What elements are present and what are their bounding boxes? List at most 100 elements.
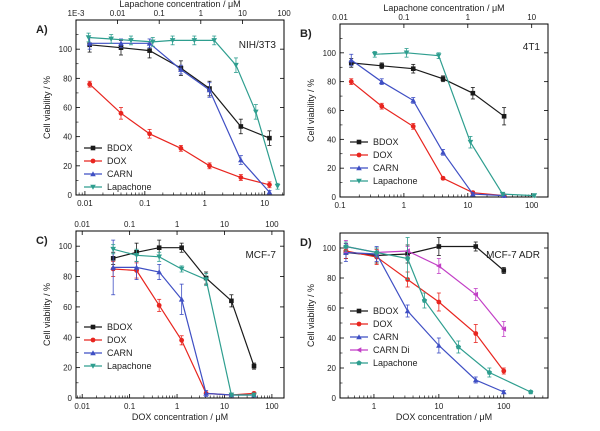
- series-line: [350, 81, 505, 197]
- x-tick-label: 100: [265, 402, 279, 411]
- x-tick-label: 0.1: [124, 402, 136, 411]
- data-point: [436, 263, 442, 269]
- y-tick-label: 40: [63, 333, 72, 342]
- cell-line-label: MCF-7 ADR: [486, 250, 540, 261]
- y-tick-label: 60: [327, 107, 336, 116]
- series-line: [113, 268, 255, 396]
- data-point: [410, 66, 416, 71]
- data-point: [343, 243, 349, 249]
- panel-label: B): [300, 28, 312, 40]
- x-axis-label: DOX concentration / μM: [132, 412, 228, 422]
- data-point: [118, 110, 124, 116]
- top-tick-label: 0.01: [74, 220, 90, 229]
- data-point: [149, 39, 156, 45]
- cell-line-label: NIH/3T3: [239, 40, 277, 51]
- plot-frame: [339, 23, 549, 198]
- y-tick-label: 100: [323, 49, 337, 58]
- data-point: [156, 269, 162, 275]
- legend-entry: CARN Di: [373, 345, 410, 355]
- legend: BDOX DOX CARN Lapachone: [84, 143, 152, 192]
- legend-entry: CARN: [107, 169, 133, 179]
- series-line: [374, 52, 535, 197]
- panel-1: 0 20 40 60 80 100 0.1 1 10 100 0.01 0.1 1 10 Cell viab…: [300, 3, 549, 210]
- data-point: [348, 79, 354, 85]
- top-axis-label: Lapachone concentration / μM: [383, 3, 504, 13]
- data-point: [473, 331, 479, 336]
- data-point: [238, 175, 244, 180]
- series-lapachone: [371, 48, 538, 199]
- panel-3: 0 20 40 60 80 100 1 10 100 Cell viability / % DOX …: [300, 232, 549, 422]
- panel-label: C): [36, 235, 48, 247]
- series-carn: [348, 53, 507, 198]
- data-point: [203, 390, 209, 396]
- data-point: [501, 113, 507, 119]
- data-point: [531, 193, 538, 199]
- x-tick-label: 10: [463, 201, 472, 210]
- data-point: [251, 363, 257, 369]
- top-tick-label: 1E-3: [68, 9, 85, 18]
- series-bdox: [348, 58, 507, 126]
- data-point: [178, 145, 184, 151]
- legend-marker: [356, 139, 362, 145]
- y-tick-label: 100: [323, 244, 337, 253]
- series-line: [351, 62, 505, 117]
- y-tick-label: 0: [332, 193, 337, 202]
- data-point: [229, 298, 234, 304]
- series-dox: [110, 260, 257, 398]
- data-point: [455, 344, 462, 350]
- data-point: [133, 264, 140, 270]
- data-point: [108, 36, 114, 42]
- series-carn: [343, 243, 507, 395]
- x-tick-label: 1: [402, 201, 407, 210]
- y-axis-label: Cell viability / %: [42, 76, 52, 139]
- legend-marker: [356, 347, 362, 353]
- top-tick-label: 0.1: [398, 13, 410, 22]
- legend-entry: BDOX: [107, 143, 133, 153]
- data-point: [473, 244, 479, 249]
- legend-entry: DOX: [373, 150, 393, 160]
- legend: BDOX DOX CARN Lapachone: [350, 137, 418, 186]
- data-point: [110, 264, 116, 270]
- legend-entry: DOX: [373, 319, 393, 329]
- y-tick-label: 80: [63, 273, 72, 282]
- y-tick-label: 80: [63, 74, 72, 83]
- top-tick-label: 0.1: [124, 220, 136, 229]
- data-point: [404, 255, 411, 261]
- data-point: [156, 254, 162, 260]
- top-tick-label: 100: [277, 9, 291, 18]
- legend-marker: [356, 334, 362, 340]
- data-point: [379, 63, 385, 69]
- data-point: [267, 182, 272, 188]
- data-point: [403, 50, 410, 56]
- data-point: [169, 38, 176, 44]
- y-tick-label: 40: [327, 135, 336, 144]
- data-point: [501, 268, 507, 273]
- data-point: [472, 377, 479, 383]
- data-point: [470, 191, 476, 197]
- data-point: [435, 53, 442, 59]
- y-tick-label: 100: [59, 45, 73, 54]
- legend-marker: [356, 165, 362, 171]
- data-point: [207, 163, 212, 169]
- data-point: [440, 149, 446, 155]
- data-point: [203, 277, 209, 283]
- y-tick-label: 80: [327, 78, 336, 87]
- top-tick-label: 0.01: [110, 9, 126, 18]
- data-point: [486, 369, 493, 375]
- cell-line-label: MCF-7: [245, 250, 276, 261]
- legend-entry: CARN: [373, 163, 399, 173]
- data-point: [500, 326, 507, 332]
- legend-marker: [90, 324, 96, 330]
- legend-marker: [356, 308, 362, 314]
- x-tick-label: 10: [434, 402, 443, 411]
- legend-marker: [90, 350, 96, 356]
- series-line: [88, 36, 279, 187]
- series-carn: [110, 239, 257, 398]
- y-tick-label: 60: [327, 304, 336, 313]
- data-point: [436, 299, 442, 305]
- panel-0: 0 20 40 60 80 100 0.01 0.1 1 10 1E-3 0.01 0.1 1 10 100 C…: [36, 0, 291, 208]
- series-bdox: [87, 37, 272, 146]
- top-tick-label: 1: [199, 9, 204, 18]
